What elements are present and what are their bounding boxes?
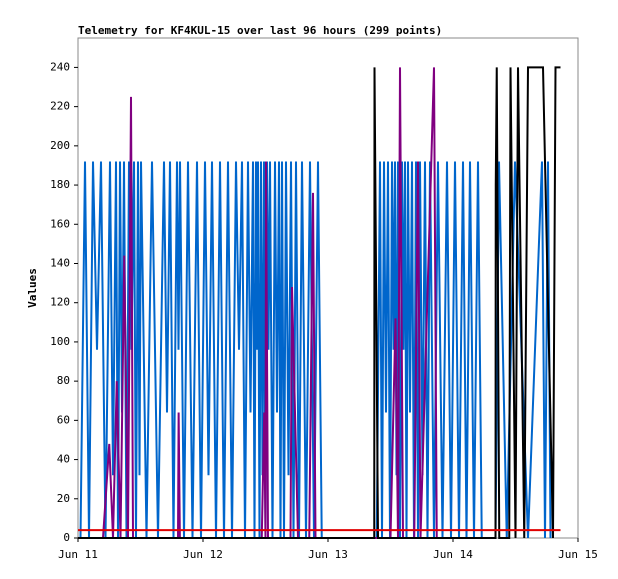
y-tick-label: 160 xyxy=(50,217,70,230)
y-tick-label: 80 xyxy=(57,374,70,387)
series-line xyxy=(78,66,561,539)
y-axis-label: Values xyxy=(26,268,39,308)
y-tick-label: 180 xyxy=(50,178,70,191)
y-tick-label: 0 xyxy=(63,531,70,544)
y-tick-label: 120 xyxy=(50,296,70,309)
y-tick-label: 200 xyxy=(50,139,70,152)
y-tick-label: 240 xyxy=(50,60,70,73)
x-tick-label: Jun 14 xyxy=(433,548,473,561)
y-tick-label: 60 xyxy=(57,413,70,426)
x-tick-label: Jun 12 xyxy=(183,548,223,561)
plot-frame xyxy=(77,37,579,539)
x-tick-label: Jun 11 xyxy=(58,548,98,561)
x-tick-label: Jun 15 xyxy=(558,548,598,561)
x-tick-label: Jun 13 xyxy=(308,548,348,561)
y-tick-label: 20 xyxy=(57,492,70,505)
y-tick-label: 220 xyxy=(50,100,70,113)
y-tick-label: 40 xyxy=(57,453,70,466)
y-tick-label: 100 xyxy=(50,335,70,348)
chart-title: Telemetry for KF4KUL-15 over last 96 hou… xyxy=(78,24,442,37)
y-tick-label: 140 xyxy=(50,256,70,269)
